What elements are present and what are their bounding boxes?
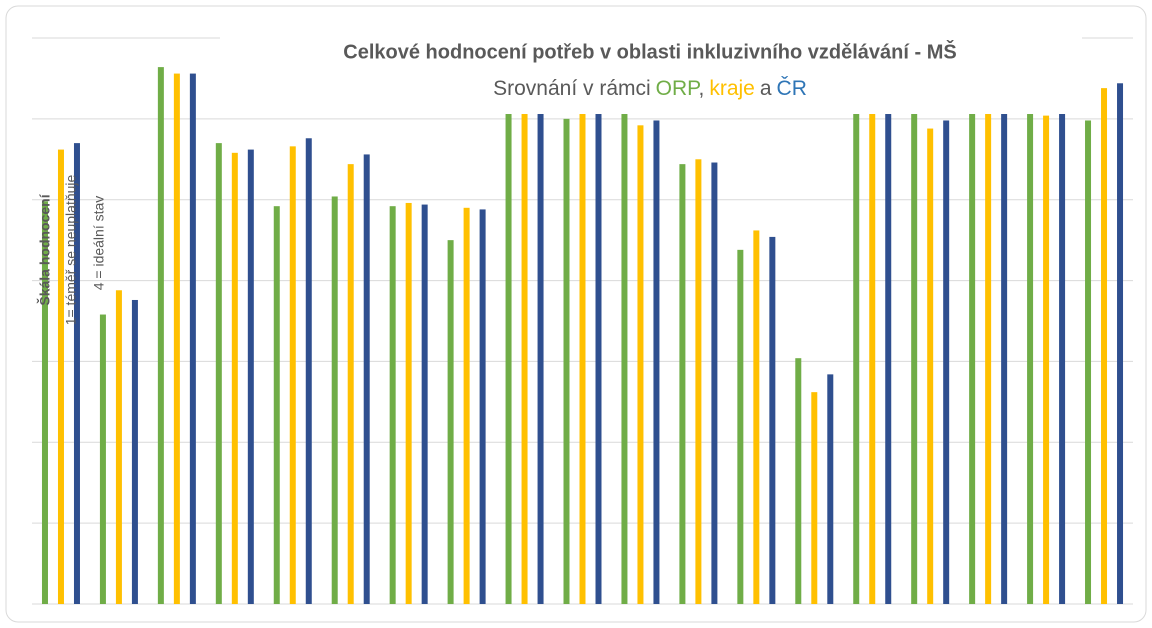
bar [853, 114, 860, 605]
y-axis-title: 4 = ideální stav [91, 196, 107, 291]
subtitle-part: , [698, 77, 704, 100]
bar [505, 114, 512, 605]
bar [637, 125, 644, 604]
bar [99, 314, 106, 604]
bar [1059, 114, 1066, 605]
bar [1101, 88, 1108, 605]
y-axis-title: 1= téměř se neuplatňuje [63, 174, 79, 325]
bar [463, 207, 470, 605]
y-axis-title: Škála hodnocení [36, 193, 53, 305]
bar [869, 114, 876, 605]
bar [305, 138, 312, 604]
bar [711, 162, 718, 604]
bar [521, 114, 528, 605]
bar [115, 290, 122, 604]
bar [405, 202, 412, 604]
title-background [220, 36, 1082, 70]
bar [1043, 115, 1050, 604]
bar [985, 114, 992, 605]
chart-title: Celkové hodnocení potřeb v oblasti inklu… [343, 39, 956, 63]
bar [795, 358, 802, 604]
bar [563, 118, 570, 604]
bar [753, 230, 760, 604]
bar [769, 236, 776, 604]
bar [695, 159, 702, 605]
bar [1085, 120, 1092, 604]
legend-entry: ČR [777, 77, 807, 100]
bar [347, 164, 354, 604]
bar [621, 114, 628, 605]
bar [173, 73, 180, 604]
bar [289, 146, 296, 604]
bar [131, 299, 138, 604]
bar [737, 249, 744, 605]
bar [811, 392, 818, 604]
bar [273, 206, 280, 604]
bar [969, 114, 976, 605]
bar [595, 114, 602, 605]
bar [653, 120, 660, 604]
legend-entry: ORP [656, 77, 701, 100]
legend-entry: kraje [709, 77, 755, 100]
bar [73, 143, 80, 604]
bar [1027, 114, 1034, 605]
bar [157, 67, 164, 604]
bar [421, 204, 428, 604]
bar [57, 149, 64, 604]
bar [679, 164, 686, 604]
bar [579, 114, 586, 605]
bar [537, 114, 544, 605]
bar [447, 240, 454, 604]
bar [885, 114, 892, 605]
bar [479, 209, 486, 604]
bar [389, 206, 396, 604]
bar [927, 128, 934, 604]
bar [1117, 83, 1124, 604]
bar [363, 154, 370, 605]
bar [331, 196, 338, 605]
subtitle-part: a [760, 77, 772, 100]
bar [231, 152, 238, 604]
bar [189, 73, 196, 604]
bar [827, 374, 834, 604]
bar [215, 143, 222, 604]
bar [943, 120, 950, 604]
bar [247, 149, 254, 604]
bar [911, 114, 918, 605]
bar [41, 201, 48, 604]
subtitle-part: Srovnání v rámci [493, 77, 651, 100]
bar [1001, 114, 1008, 605]
bars [41, 67, 1124, 605]
chart-subtitle: Srovnání v rámci ORP, kraje a ČR [493, 77, 807, 100]
